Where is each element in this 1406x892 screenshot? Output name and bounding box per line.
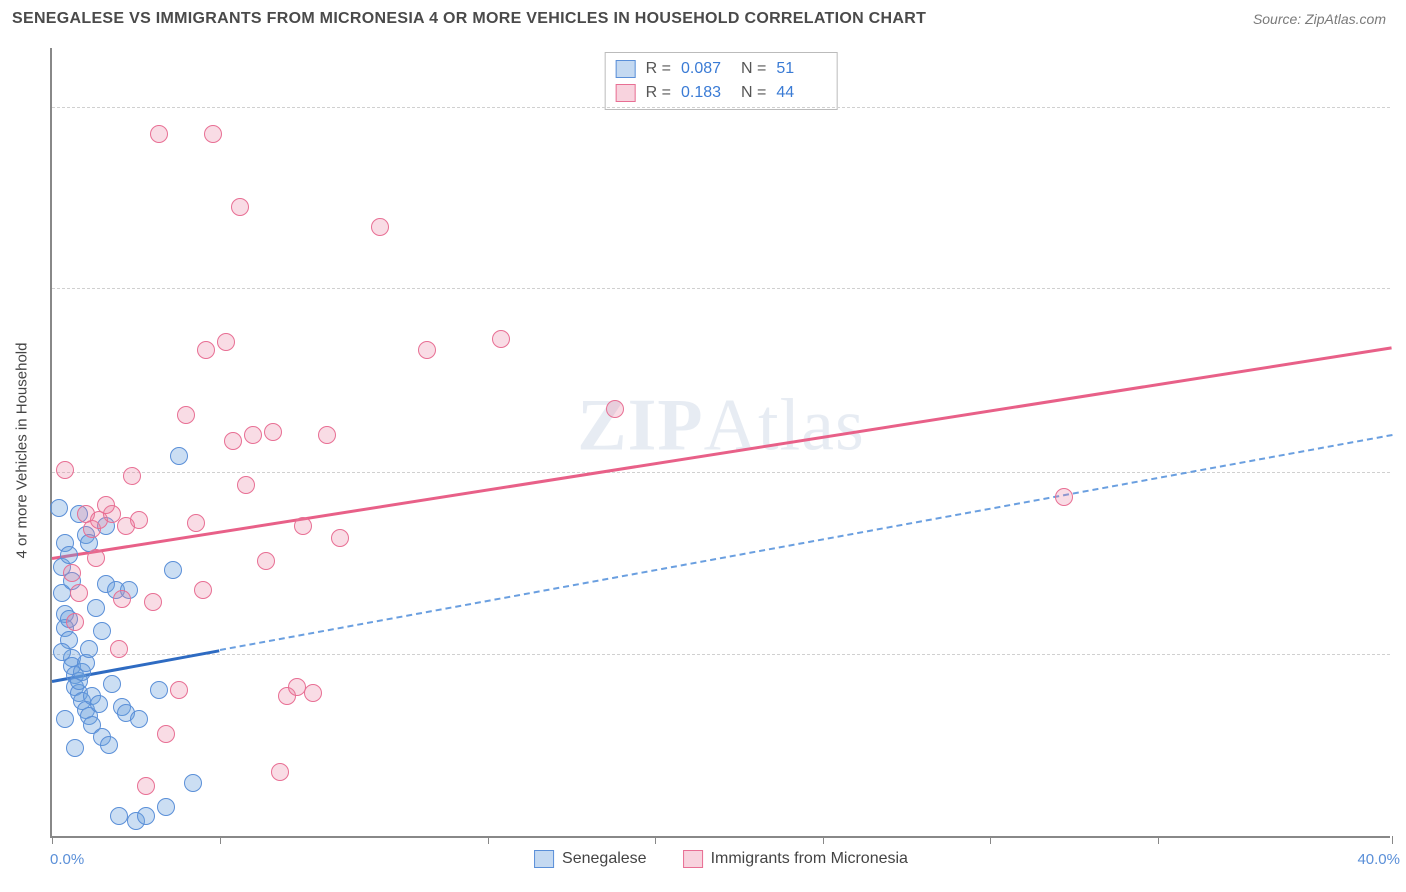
data-point <box>63 564 81 582</box>
data-point <box>271 763 289 781</box>
x-tick <box>488 836 489 844</box>
data-point <box>117 517 135 535</box>
data-point <box>90 695 108 713</box>
trend-line <box>219 434 1392 651</box>
data-point <box>50 499 68 517</box>
n-label: N = <box>741 57 766 81</box>
plot-area: 4 or more Vehicles in Household ZIPAtlas… <box>50 48 1390 838</box>
x-tick <box>655 836 656 844</box>
x-tick <box>220 836 221 844</box>
data-point <box>157 798 175 816</box>
data-point <box>288 678 306 696</box>
gridline <box>52 654 1390 655</box>
x-tick <box>990 836 991 844</box>
r-label: R = <box>646 81 671 105</box>
data-point <box>66 613 84 631</box>
data-point <box>244 426 262 444</box>
data-point <box>177 406 195 424</box>
source-label: Source: ZipAtlas.com <box>1253 11 1386 27</box>
data-point <box>110 640 128 658</box>
data-point <box>60 546 78 564</box>
data-point <box>97 496 115 514</box>
legend-stat-row: R = 0.183 N = 44 <box>616 81 827 105</box>
data-point <box>70 584 88 602</box>
legend-item: Senegalese <box>534 850 647 868</box>
n-label: N = <box>741 81 766 105</box>
data-point <box>110 807 128 825</box>
chart-title: SENEGALESE VS IMMIGRANTS FROM MICRONESIA… <box>12 10 926 28</box>
data-point <box>237 476 255 494</box>
legend-swatch <box>616 60 636 78</box>
header: SENEGALESE VS IMMIGRANTS FROM MICRONESIA… <box>0 0 1406 34</box>
trend-line <box>52 346 1392 560</box>
data-point <box>53 643 71 661</box>
data-point <box>184 774 202 792</box>
legend-stat-row: R = 0.087 N = 51 <box>616 57 827 81</box>
data-point <box>294 517 312 535</box>
x-tick <box>52 836 53 844</box>
gridline <box>52 288 1390 289</box>
data-point <box>113 590 131 608</box>
legend-label: Senegalese <box>562 850 647 868</box>
n-value: 44 <box>776 81 826 105</box>
watermark: ZIPAtlas <box>577 384 865 469</box>
data-point <box>157 725 175 743</box>
data-point <box>150 681 168 699</box>
data-point <box>217 333 235 351</box>
chart-container: 4 or more Vehicles in Household ZIPAtlas… <box>50 48 1390 838</box>
x-axis-min-label: 0.0% <box>50 851 84 868</box>
data-point <box>187 514 205 532</box>
data-point <box>304 684 322 702</box>
legend-series: Senegalese Immigrants from Micronesia <box>534 850 908 868</box>
data-point <box>197 341 215 359</box>
x-tick <box>823 836 824 844</box>
legend-swatch <box>683 850 703 868</box>
data-point <box>164 561 182 579</box>
legend-swatch <box>616 84 636 102</box>
x-axis-max-label: 40.0% <box>1357 851 1400 868</box>
data-point <box>137 777 155 795</box>
data-point <box>56 710 74 728</box>
data-point <box>56 461 74 479</box>
data-point <box>100 736 118 754</box>
data-point <box>257 552 275 570</box>
data-point <box>331 529 349 547</box>
n-value: 51 <box>776 57 826 81</box>
data-point <box>204 125 222 143</box>
data-point <box>170 681 188 699</box>
data-point <box>492 330 510 348</box>
data-point <box>170 447 188 465</box>
data-point <box>224 432 242 450</box>
legend-swatch <box>534 850 554 868</box>
data-point <box>231 198 249 216</box>
legend-item: Immigrants from Micronesia <box>683 850 908 868</box>
legend-stats: R = 0.087 N = 51 R = 0.183 N = 44 <box>605 52 838 110</box>
data-point <box>123 467 141 485</box>
data-point <box>87 549 105 567</box>
data-point <box>606 400 624 418</box>
r-value: 0.183 <box>681 81 731 105</box>
data-point <box>93 622 111 640</box>
data-point <box>87 599 105 617</box>
data-point <box>66 739 84 757</box>
r-label: R = <box>646 57 671 81</box>
legend-label: Immigrants from Micronesia <box>711 850 908 868</box>
data-point <box>103 675 121 693</box>
data-point <box>150 125 168 143</box>
r-value: 0.087 <box>681 57 731 81</box>
gridline <box>52 107 1390 108</box>
data-point <box>194 581 212 599</box>
data-point <box>80 640 98 658</box>
data-point <box>371 218 389 236</box>
data-point <box>137 807 155 825</box>
data-point <box>418 341 436 359</box>
data-point <box>130 710 148 728</box>
x-tick <box>1158 836 1159 844</box>
data-point <box>1055 488 1073 506</box>
y-axis-label: 4 or more Vehicles in Household <box>14 343 31 559</box>
data-point <box>264 423 282 441</box>
x-tick <box>1392 836 1393 844</box>
data-point <box>318 426 336 444</box>
data-point <box>144 593 162 611</box>
